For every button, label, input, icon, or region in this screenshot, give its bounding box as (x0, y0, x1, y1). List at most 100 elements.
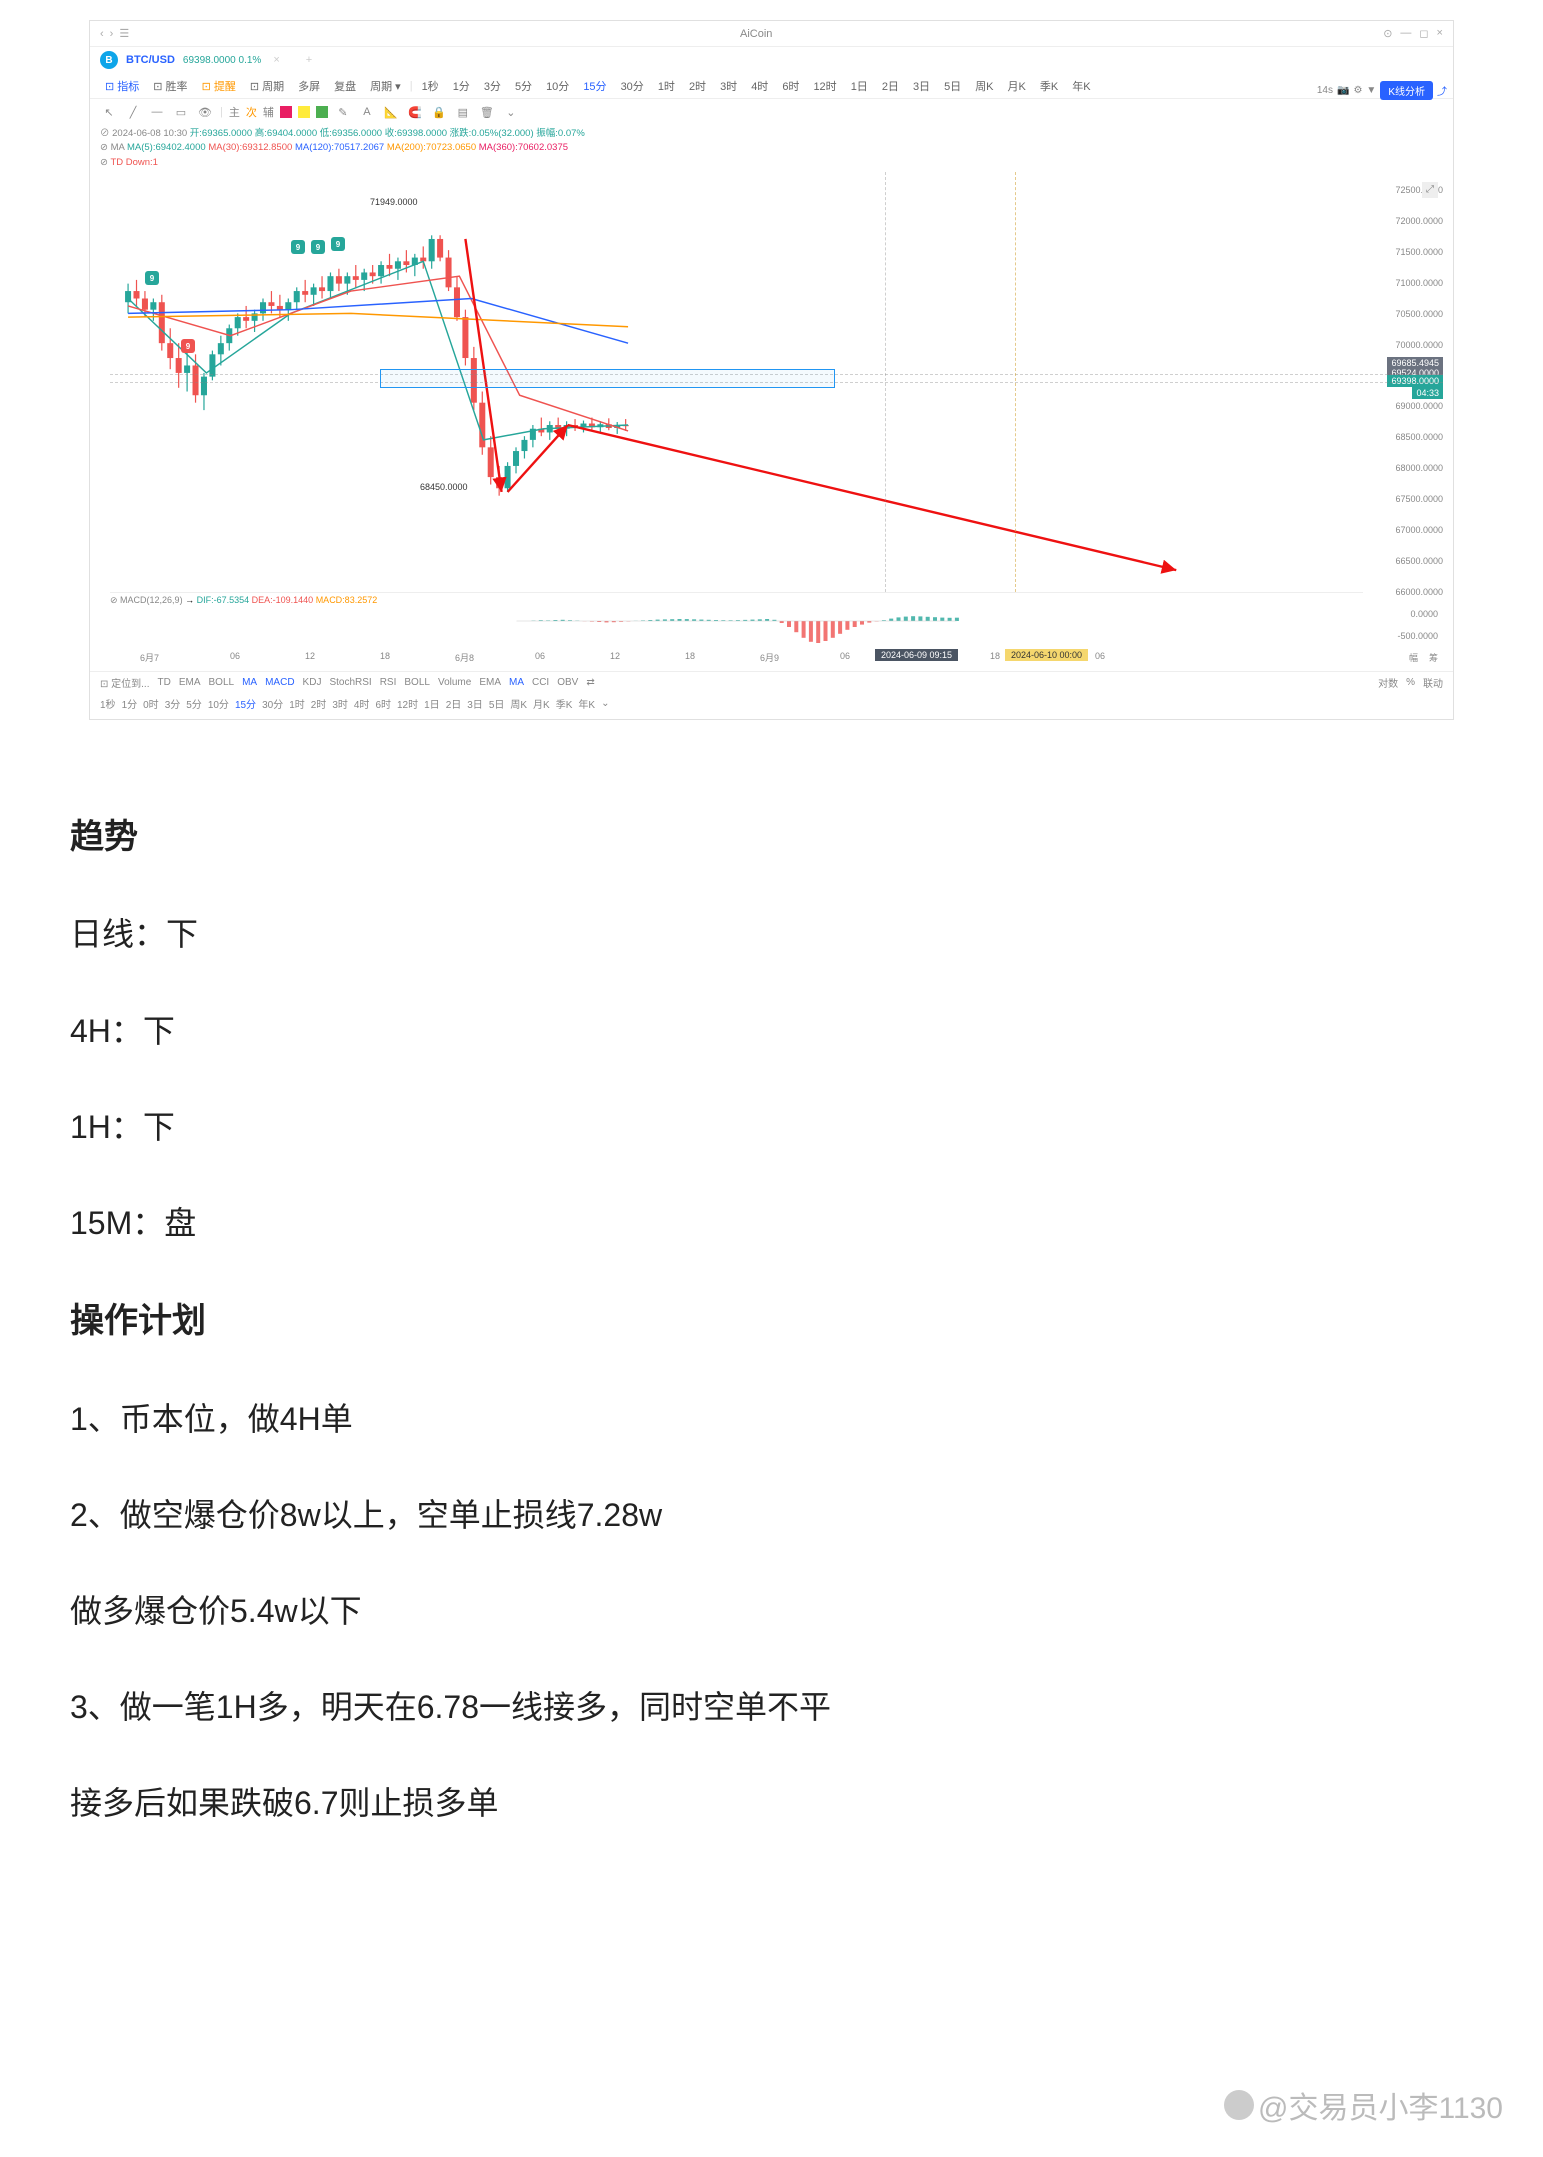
line-tool-icon[interactable]: ╱ (124, 103, 142, 121)
toolbar-复盘[interactable]: 复盘 (329, 76, 361, 96)
tf-1秒[interactable]: 1秒 (417, 76, 444, 96)
ind-MA[interactable]: MA (509, 677, 524, 688)
btf-2日[interactable]: 2日 (446, 696, 462, 711)
ind-EMA[interactable]: EMA (179, 677, 201, 688)
forward-icon[interactable]: › (110, 28, 114, 40)
btf-1秒[interactable]: 1秒 (100, 696, 116, 711)
ind-%[interactable]: % (1406, 677, 1415, 688)
ind-MACD[interactable]: MACD (265, 677, 294, 688)
ind-BOLL[interactable]: BOLL (209, 677, 235, 688)
add-tab-icon[interactable]: + (306, 54, 312, 66)
menu-icon[interactable]: ☰ (119, 27, 129, 40)
trash-icon[interactable]: 🗑 (478, 103, 496, 121)
tf-3时[interactable]: 3时 (715, 76, 742, 96)
cursor-icon[interactable]: ↖ (100, 103, 118, 121)
tf-1时[interactable]: 1时 (653, 76, 680, 96)
color-swatch-2[interactable] (298, 106, 310, 118)
tf-30分[interactable]: 30分 (616, 76, 649, 96)
btf-月K[interactable]: 月K (533, 696, 550, 711)
price-chart[interactable]: 72500.000072000.000071500.000071000.0000… (110, 172, 1363, 592)
toolbar-提醒[interactable]: ⊡ 提醒 (197, 76, 241, 96)
tf-10分[interactable]: 10分 (541, 76, 574, 96)
minimize-icon[interactable]: — (1400, 27, 1411, 40)
btf-周K[interactable]: 周K (510, 696, 527, 711)
tf-5日[interactable]: 5日 (939, 76, 966, 96)
tf-4时[interactable]: 4时 (746, 76, 773, 96)
tf-1分[interactable]: 1分 (448, 76, 475, 96)
rect-tool-icon[interactable]: ▭ (172, 103, 190, 121)
btf-1日[interactable]: 1日 (424, 696, 440, 711)
ind-RSI[interactable]: RSI (380, 677, 397, 688)
magnet-icon[interactable]: 🧲 (406, 103, 424, 121)
tab-close-icon[interactable]: × (273, 54, 279, 66)
tf-月K[interactable]: 月K (1003, 76, 1031, 96)
tf-3分[interactable]: 3分 (479, 76, 506, 96)
tf-季K[interactable]: 季K (1035, 76, 1063, 96)
color-swatch-1[interactable] (280, 106, 292, 118)
btf-5日[interactable]: 5日 (489, 696, 505, 711)
ind-TD[interactable]: TD (158, 677, 171, 688)
tf-2时[interactable]: 2时 (684, 76, 711, 96)
back-icon[interactable]: ‹ (100, 28, 104, 40)
share-icon[interactable]: ⤴ (1437, 83, 1447, 98)
btf-3时[interactable]: 3时 (332, 696, 348, 711)
maximize-icon[interactable]: ◻ (1419, 27, 1428, 40)
btf-季K[interactable]: 季K (556, 696, 573, 711)
btf-年K[interactable]: 年K (578, 696, 595, 711)
ind-OBV[interactable]: OBV (557, 677, 578, 688)
ind-BOLL[interactable]: BOLL (404, 677, 430, 688)
ind-联动[interactable]: 联动 (1423, 675, 1443, 690)
tf-周K[interactable]: 周K (970, 76, 998, 96)
btf-30分[interactable]: 30分 (262, 696, 283, 711)
btf-10分[interactable]: 10分 (208, 696, 229, 711)
ind-Volume[interactable]: Volume (438, 677, 471, 688)
text-icon[interactable]: A (358, 103, 376, 121)
expand-icon[interactable]: ⤢ (1422, 182, 1438, 198)
ind-more-icon[interactable]: ⇄ (586, 677, 594, 688)
color-swatch-3[interactable] (316, 106, 328, 118)
btf-4时[interactable]: 4时 (354, 696, 370, 711)
x-right-1[interactable]: 筹 (1429, 651, 1438, 664)
btf-12时[interactable]: 12时 (397, 696, 418, 711)
toolbar-周期[interactable]: ⊡ 周期 (245, 76, 289, 96)
btf-1分[interactable]: 1分 (122, 696, 138, 711)
ruler-icon[interactable]: 📐 (382, 103, 400, 121)
toolbar-多屏[interactable]: 多屏 (293, 76, 325, 96)
lock-icon[interactable]: 🔒 (430, 103, 448, 121)
btf-6时[interactable]: 6时 (375, 696, 391, 711)
hline-tool-icon[interactable]: — (148, 103, 166, 121)
ind-EMA[interactable]: EMA (479, 677, 501, 688)
btf-1时[interactable]: 1时 (289, 696, 305, 711)
close-icon[interactable]: × (1437, 27, 1443, 40)
tf-年K[interactable]: 年K (1067, 76, 1095, 96)
kline-analysis-button[interactable]: K线分析 (1380, 81, 1433, 100)
ind-KDJ[interactable]: KDJ (303, 677, 322, 688)
settings-icon[interactable]: ⚙ (1353, 85, 1362, 96)
toolbar-周期[interactable]: 周期 ▾ (365, 76, 406, 96)
layers-icon[interactable]: ▤ (454, 103, 472, 121)
camera-icon[interactable]: 📷 (1337, 85, 1349, 96)
x-right-2[interactable]: 幅 (1409, 651, 1418, 664)
btf-15分[interactable]: 15分 (235, 696, 256, 711)
filter-icon[interactable]: ▼ (1366, 85, 1376, 96)
tf-12时[interactable]: 12时 (808, 76, 841, 96)
tf-1日[interactable]: 1日 (846, 76, 873, 96)
search-icon[interactable]: ⊙ (1383, 27, 1392, 40)
btf-3日[interactable]: 3日 (467, 696, 483, 711)
tf-2日[interactable]: 2日 (877, 76, 904, 96)
symbol-tab[interactable]: B BTC/USD 69398.0000 0.1% × + (90, 47, 1453, 73)
btf-5分[interactable]: 5分 (186, 696, 202, 711)
eye-icon[interactable]: 👁 (196, 103, 214, 121)
chevron-down-icon[interactable]: ⌄ (502, 103, 520, 121)
support-zone-box[interactable] (380, 369, 835, 388)
toolbar-胜率[interactable]: ⊡ 胜率 (148, 76, 192, 96)
toolbar-指标[interactable]: ⊡ 指标 (100, 76, 144, 96)
tf-15分[interactable]: 15分 (578, 76, 611, 96)
ind-对数[interactable]: 对数 (1378, 675, 1398, 690)
btf-3分[interactable]: 3分 (165, 696, 181, 711)
btf-2时[interactable]: 2时 (311, 696, 327, 711)
edit-icon[interactable]: ✎ (334, 103, 352, 121)
ind-StochRSI[interactable]: StochRSI (329, 677, 371, 688)
macd-panel[interactable]: ⊘ MACD(12,26,9) → DIF:-67.5354 DEA:-109.… (110, 592, 1363, 647)
tf-6时[interactable]: 6时 (777, 76, 804, 96)
